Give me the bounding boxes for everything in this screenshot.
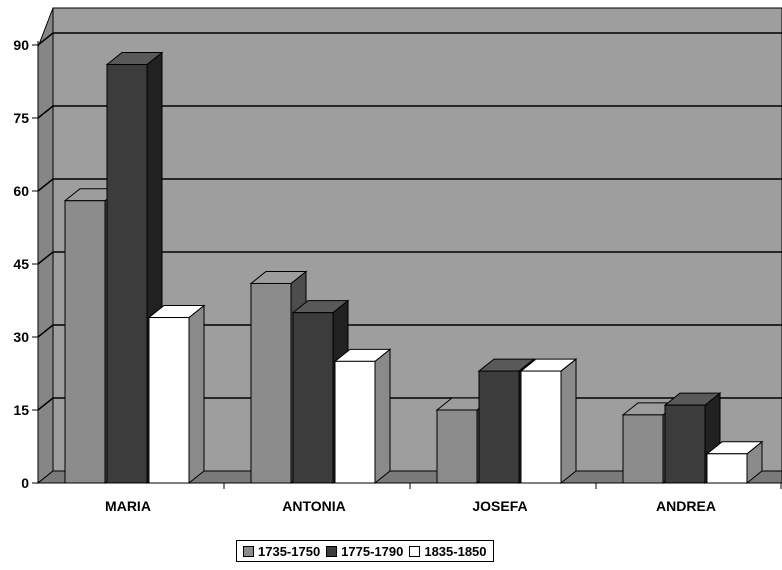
- bar-andrea-1835-1850: [706, 453, 748, 484]
- gridline: [37, 251, 782, 265]
- bar-antonia-1775-1790: [292, 312, 334, 484]
- bar-maria-1775-1790: [106, 63, 148, 484]
- bar-antonia-1735-1750: [250, 282, 292, 484]
- bar-maria-1835-1850: [148, 317, 190, 484]
- bar-antonia-1835-1850: [334, 360, 376, 484]
- bar-andrea-1775-1790: [664, 404, 706, 484]
- legend-swatch-series-3: [409, 545, 421, 557]
- y-tick-label: 60: [13, 183, 29, 199]
- x-tick-label: ANDREA: [656, 498, 716, 514]
- legend-label-series-2: 1775-1790: [341, 543, 404, 559]
- legend-swatch-series-1: [243, 545, 254, 557]
- y-tick-label: 45: [13, 256, 29, 272]
- bar-josefa-1835-1850: [520, 370, 562, 484]
- legend: 1735-1750 1775-1790 1835-1850: [236, 540, 494, 562]
- bar-maria-1735-1750: [64, 200, 106, 484]
- legend-item-series-3: 1835-1850: [409, 543, 487, 559]
- x-tick-label: MARIA: [105, 498, 151, 514]
- bar-side: [188, 304, 205, 485]
- bar-andrea-1735-1750: [622, 414, 664, 484]
- gridline: [37, 178, 782, 192]
- legend-label-series-3: 1835-1850: [424, 543, 487, 559]
- gridline: [37, 324, 782, 338]
- gridline: [37, 105, 782, 119]
- bar-josefa-1735-1750: [436, 409, 478, 484]
- legend-item-series-2: 1775-1790: [326, 544, 403, 559]
- bar-josefa-1775-1790: [478, 370, 520, 484]
- legend-label-series-1: 1735-1750: [258, 543, 321, 559]
- y-tick-label: 30: [13, 329, 29, 345]
- x-tick-label: ANTONIA: [282, 498, 346, 514]
- legend-swatch-series-2: [326, 545, 338, 557]
- y-tick-label: 75: [13, 110, 29, 126]
- legend-item-series-1: 1735-1750: [243, 544, 320, 559]
- x-tick-label: JOSEFA: [472, 498, 527, 514]
- y-tick-label: 15: [13, 402, 29, 418]
- gridline: [37, 32, 782, 46]
- bar-side: [374, 348, 391, 485]
- bar-side: [560, 358, 577, 485]
- y-tick-label: 0: [21, 475, 29, 491]
- chart-side-wall: [37, 7, 54, 485]
- y-tick-label: 90: [13, 37, 29, 53]
